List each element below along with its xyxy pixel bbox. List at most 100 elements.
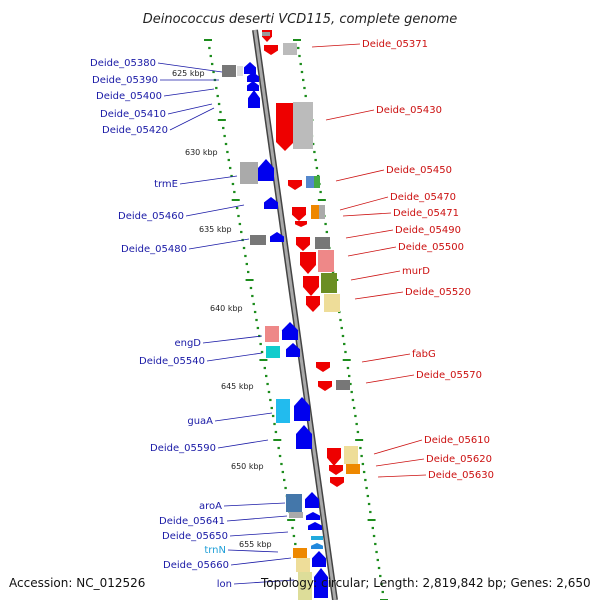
leader-line <box>223 502 286 507</box>
reverse-gene-arrow <box>327 448 341 466</box>
leader-line <box>202 335 263 344</box>
leader-line <box>179 175 238 185</box>
gene-label-deide-05471[interactable]: Deide_05471 <box>393 208 459 219</box>
scale-labels: 625 kbp 630 kbp 635 kbp 640 kbp 645 kbp … <box>172 69 272 549</box>
gene-label-deide-05390[interactable]: Deide_05390 <box>92 75 158 86</box>
scale-label: 650 kbp <box>231 462 264 471</box>
gene-label-deide-05610[interactable]: Deide_05610 <box>424 435 490 446</box>
gene-label-deide-05450[interactable]: Deide_05450 <box>386 165 452 176</box>
gene-label-deide-05520[interactable]: Deide_05520 <box>405 287 471 298</box>
leader-line <box>185 204 245 217</box>
gene-block <box>265 326 279 342</box>
gene-label-deide-05460[interactable]: Deide_05460 <box>118 211 184 222</box>
gene-block <box>319 205 325 219</box>
gene-block <box>306 176 314 188</box>
gene-block <box>293 102 313 149</box>
gene-label-trnn[interactable]: trnN <box>204 545 226 556</box>
gene-label-engd[interactable]: engD <box>174 338 201 349</box>
gene-label-guaa[interactable]: guaA <box>187 416 213 427</box>
gene-block <box>298 572 312 600</box>
forward-gene-arrow <box>312 551 326 567</box>
gene-block <box>266 346 280 358</box>
gene-label-deide-05420[interactable]: Deide_05420 <box>102 125 168 136</box>
leader-line <box>361 353 411 363</box>
forward-gene-arrow <box>314 568 328 598</box>
gene-block <box>321 273 337 293</box>
forward-gene-arrow <box>296 425 312 449</box>
forward-gene-arrow <box>270 232 284 242</box>
forward-gene-arrow <box>247 81 259 91</box>
leader-line <box>345 229 394 239</box>
gene-label-deide-05480[interactable]: Deide_05480 <box>121 244 187 255</box>
gene-block <box>314 176 320 188</box>
leader-line <box>169 107 215 131</box>
reverse-gene-arrow <box>329 465 343 475</box>
forward-gene-arrow <box>294 397 310 421</box>
gene-block <box>311 536 323 540</box>
forward-gene-arrow <box>248 90 260 108</box>
gene-label-deide-05660[interactable]: Deide_05660 <box>163 560 229 571</box>
scale-label: 635 kbp <box>199 225 232 234</box>
gene-label-deide-05630[interactable]: Deide_05630 <box>428 470 494 481</box>
reverse-gene-arrow <box>296 237 310 251</box>
forward-gene-arrow <box>308 522 322 530</box>
leader-line <box>365 374 415 384</box>
gene-block <box>276 399 290 423</box>
leader-line <box>230 557 292 566</box>
gene-label-trme[interactable]: trmE <box>154 179 178 190</box>
forward-gene-arrow <box>247 72 259 82</box>
scale-label: 630 kbp <box>185 148 218 157</box>
gene-label-fabg[interactable]: fabG <box>412 349 436 360</box>
gene-label-deide-05540[interactable]: Deide_05540 <box>139 356 205 367</box>
gene-label-deide-05470[interactable]: Deide_05470 <box>390 192 456 203</box>
gene-block <box>346 464 360 474</box>
scale-label: 645 kbp <box>221 382 254 391</box>
scale-label: 655 kbp <box>239 540 272 549</box>
reverse-gene-arrow <box>288 180 302 190</box>
gene-label-murd[interactable]: murD <box>402 266 430 277</box>
gene-block <box>311 205 319 219</box>
gene-label-deide-05410[interactable]: Deide_05410 <box>100 109 166 120</box>
gene-label-lon[interactable]: lon <box>217 579 232 590</box>
gene-label-deide-05430[interactable]: Deide_05430 <box>376 105 442 116</box>
reverse-gene-arrow <box>276 103 294 151</box>
gene-label-deide-05570[interactable]: Deide_05570 <box>416 370 482 381</box>
leader-line <box>188 238 250 250</box>
leader-line <box>167 103 213 115</box>
forward-gene-arrow <box>305 492 319 508</box>
gene-label-deide-05641[interactable]: Deide_05641 <box>159 516 225 527</box>
forward-gene-arrow <box>244 62 256 74</box>
gene-label-aroa[interactable]: aroA <box>199 501 222 512</box>
gene-label-deide-05590[interactable]: Deide_05590 <box>150 443 216 454</box>
right-gene-labels: Deide_05371 Deide_05430 Deide_05450 Deid… <box>362 39 494 481</box>
leader-line <box>335 169 385 182</box>
gene-block <box>283 43 297 55</box>
forward-gene-arrow <box>282 322 298 340</box>
leader-line <box>311 43 361 48</box>
gene-label-deide-05490[interactable]: Deide_05490 <box>395 225 461 236</box>
gene-label-deide-05371[interactable]: Deide_05371 <box>362 39 428 50</box>
gene-features <box>222 30 360 600</box>
gene-label-deide-05650[interactable]: Deide_05650 <box>162 531 228 542</box>
accession-text: Accession: NC_012526 <box>9 576 145 590</box>
forward-gene-arrow <box>264 197 278 209</box>
reverse-gene-arrow <box>303 276 319 296</box>
reverse-gene-arrow <box>292 207 306 221</box>
gene-label-deide-05380[interactable]: Deide_05380 <box>90 58 156 69</box>
leader-line <box>342 212 392 217</box>
gene-block <box>344 446 358 464</box>
gene-block <box>286 494 302 512</box>
gene-label-deide-05620[interactable]: Deide_05620 <box>426 454 492 465</box>
gene-block <box>293 548 307 558</box>
topology-text: Topology: circular; Length: 2,819,842 bp… <box>260 576 591 590</box>
gene-label-deide-05500[interactable]: Deide_05500 <box>398 242 464 253</box>
leader-line <box>373 439 423 455</box>
leader-line <box>226 515 288 522</box>
leader-line <box>354 291 404 300</box>
gene-label-deide-05400[interactable]: Deide_05400 <box>96 91 162 102</box>
leader-line <box>325 109 375 121</box>
reverse-gene-arrow <box>306 296 320 312</box>
leader-lines <box>157 43 427 585</box>
gene-block <box>289 512 303 518</box>
